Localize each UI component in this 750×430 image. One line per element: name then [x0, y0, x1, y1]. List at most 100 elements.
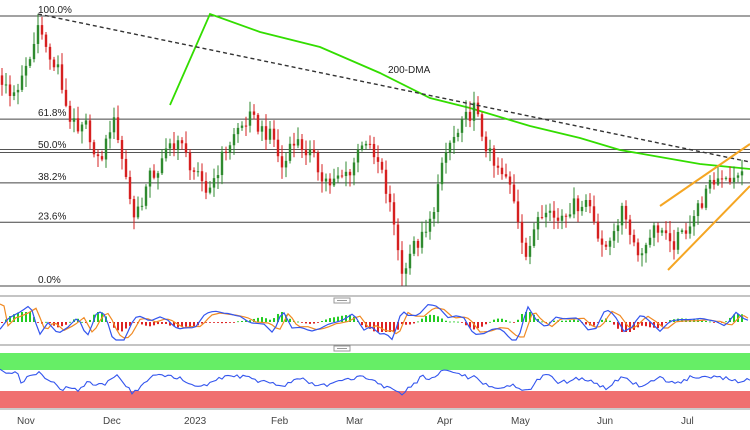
candle-up — [704, 188, 708, 208]
candle-down — [116, 117, 120, 141]
trend-line-dashed — [37, 13, 750, 163]
macd-histogram-bar — [29, 312, 31, 322]
candle-up — [324, 178, 328, 182]
candle-up — [84, 120, 88, 125]
candle-down — [492, 148, 496, 166]
candle-down — [256, 114, 260, 132]
candle-down — [64, 89, 68, 106]
candle-up — [404, 268, 408, 274]
macd-histogram-bar — [233, 322, 235, 323]
macd-histogram-bar — [269, 319, 271, 322]
macd-histogram-bar — [445, 320, 447, 322]
macd-histogram-bar — [361, 322, 363, 326]
x-tick-label: Mar — [346, 416, 364, 427]
macd-histogram-bar — [337, 316, 339, 322]
candle-up — [36, 25, 40, 44]
candle-up — [248, 111, 252, 126]
candle-down — [76, 118, 80, 132]
candle-down — [556, 217, 560, 221]
candle-up — [460, 119, 464, 133]
candle-up — [444, 152, 448, 163]
candle-down — [484, 136, 488, 152]
macd-histogram-bar — [225, 322, 227, 324]
macd-histogram-bar — [449, 321, 451, 323]
macd-histogram-bar — [129, 322, 131, 326]
candle-down — [316, 152, 320, 173]
candle-down — [304, 150, 308, 156]
candle-up — [424, 231, 428, 233]
candle-down — [152, 170, 156, 178]
macd-histogram-bar — [437, 316, 439, 322]
macd-histogram-bar — [393, 322, 395, 332]
candle-down — [592, 206, 596, 222]
candle-up — [160, 158, 164, 174]
candle-down — [524, 242, 528, 257]
candle-up — [740, 171, 744, 176]
macd-histogram-bar — [61, 322, 63, 327]
candle-up — [648, 237, 652, 245]
macd-histogram-bar — [429, 314, 431, 322]
macd-histogram-bar — [397, 322, 399, 330]
macd-histogram-bar — [529, 312, 531, 322]
candle-down — [684, 230, 688, 234]
candle-down — [340, 175, 344, 177]
macd-histogram-bar — [381, 322, 383, 332]
fib-label: 38.2% — [38, 172, 66, 183]
macd-histogram-bar — [569, 320, 571, 322]
candle-up — [296, 139, 300, 146]
candle-up — [680, 230, 684, 232]
dma-200-line — [169, 12, 750, 170]
macd-histogram-bar — [289, 318, 291, 322]
candle-up — [144, 186, 148, 206]
macd-line — [0, 303, 749, 341]
macd-histogram-bar — [461, 322, 463, 323]
candle-down — [656, 225, 660, 233]
macd-histogram-bar — [349, 314, 351, 322]
macd-histogram-bar — [505, 320, 507, 322]
x-tick-label: May — [511, 416, 530, 427]
candle-up — [408, 253, 412, 269]
macd-histogram-bar — [261, 317, 263, 322]
candle-up — [104, 138, 108, 160]
macd-histogram-bar — [453, 321, 455, 323]
candle-up — [176, 140, 180, 150]
candle-up — [108, 132, 112, 139]
candle-down — [480, 114, 484, 137]
macd-histogram-bar — [25, 312, 27, 322]
candle-down — [320, 172, 324, 182]
macd-histogram-bar — [117, 322, 119, 331]
candle-up — [472, 102, 476, 121]
wedge-lower-line — [667, 185, 750, 271]
macd-histogram-bar — [513, 322, 515, 323]
candle-down — [276, 139, 280, 157]
candle-down — [668, 233, 672, 242]
fib-label: 23.6% — [38, 211, 66, 222]
candle-down — [180, 140, 184, 144]
candle-down — [712, 179, 716, 185]
macd-histogram-bar — [13, 314, 15, 322]
candles-layer — [0, 13, 744, 286]
candle-down — [132, 199, 136, 218]
macd-histogram-bar — [205, 322, 207, 323]
macd-histogram-bar — [421, 318, 423, 322]
candle-down — [396, 224, 400, 251]
macd-histogram-bar — [81, 321, 83, 323]
macd-histogram-bar — [125, 322, 127, 329]
macd-histogram-bar — [181, 322, 183, 327]
candle-down — [476, 102, 480, 115]
macd-histogram-bar — [385, 322, 387, 332]
candle-up — [676, 231, 680, 250]
macd-histogram-bar — [493, 319, 495, 322]
candle-down — [504, 174, 508, 177]
macd-histogram-bar — [417, 321, 419, 323]
candle-up — [16, 89, 20, 93]
candle-up — [284, 160, 288, 168]
candle-up — [536, 217, 540, 230]
candle-up — [228, 145, 232, 153]
macd-histogram-bar — [329, 318, 331, 322]
candle-up — [136, 206, 140, 218]
candle-down — [728, 177, 732, 183]
candle-up — [584, 200, 588, 207]
x-tick-label: 2023 — [184, 416, 207, 427]
